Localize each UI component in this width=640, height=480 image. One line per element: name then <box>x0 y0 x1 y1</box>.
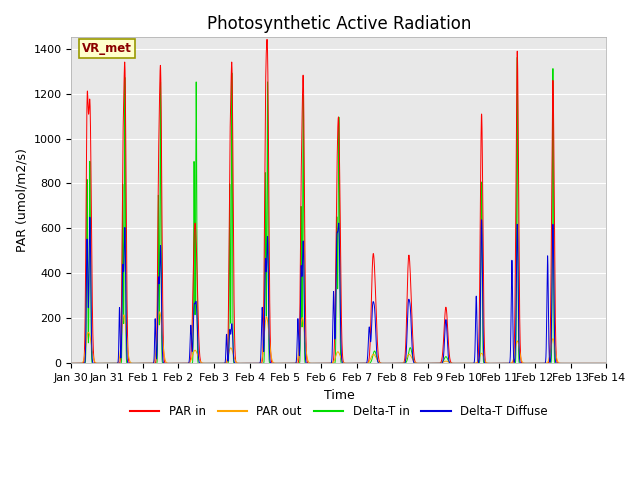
Line: Delta-T in: Delta-T in <box>72 58 606 363</box>
Delta-T Diffuse <box>602 360 610 366</box>
PAR out <box>602 360 610 366</box>
Delta-T Diffuse <box>164 360 172 366</box>
Delta-T Diffuse <box>602 360 610 366</box>
PAR in <box>319 360 326 366</box>
Line: PAR out: PAR out <box>72 312 606 363</box>
Delta-T Diffuse <box>567 360 575 366</box>
Delta-T in <box>68 360 76 366</box>
Delta-T Diffuse <box>319 360 326 366</box>
PAR out <box>68 360 76 366</box>
Delta-T Diffuse <box>459 360 467 366</box>
PAR in <box>263 36 271 42</box>
Delta-T in <box>164 360 172 366</box>
PAR in <box>567 360 575 366</box>
PAR out <box>164 360 172 366</box>
Legend: PAR in, PAR out, Delta-T in, Delta-T Diffuse: PAR in, PAR out, Delta-T in, Delta-T Dif… <box>125 400 553 423</box>
Line: Delta-T Diffuse: Delta-T Diffuse <box>72 217 606 363</box>
PAR in <box>602 360 610 366</box>
PAR in <box>68 360 76 366</box>
Delta-T in <box>459 360 467 366</box>
Y-axis label: PAR (umol/m2/s): PAR (umol/m2/s) <box>15 148 28 252</box>
Delta-T Diffuse <box>489 360 497 366</box>
PAR out <box>602 360 610 366</box>
Delta-T Diffuse <box>86 215 93 220</box>
PAR out <box>319 360 326 366</box>
PAR in <box>602 360 610 366</box>
Delta-T in <box>602 360 610 366</box>
Delta-T Diffuse <box>429 360 437 366</box>
PAR out <box>567 360 575 366</box>
Text: VR_met: VR_met <box>82 42 132 55</box>
PAR out <box>489 360 497 366</box>
X-axis label: Time: Time <box>323 389 355 402</box>
PAR in <box>164 360 172 366</box>
PAR in <box>459 360 467 366</box>
Delta-T in <box>319 360 326 366</box>
Line: PAR in: PAR in <box>72 39 606 363</box>
Delta-T Diffuse <box>68 360 76 366</box>
PAR out <box>429 360 437 366</box>
Delta-T in <box>567 360 575 366</box>
Delta-T in <box>429 360 437 366</box>
PAR in <box>429 360 437 366</box>
Delta-T in <box>489 360 497 366</box>
PAR in <box>489 360 497 366</box>
PAR out <box>156 309 163 315</box>
PAR out <box>459 360 467 366</box>
Delta-T in <box>513 55 521 60</box>
Delta-T in <box>602 360 610 366</box>
Title: Photosynthetic Active Radiation: Photosynthetic Active Radiation <box>207 15 471 33</box>
